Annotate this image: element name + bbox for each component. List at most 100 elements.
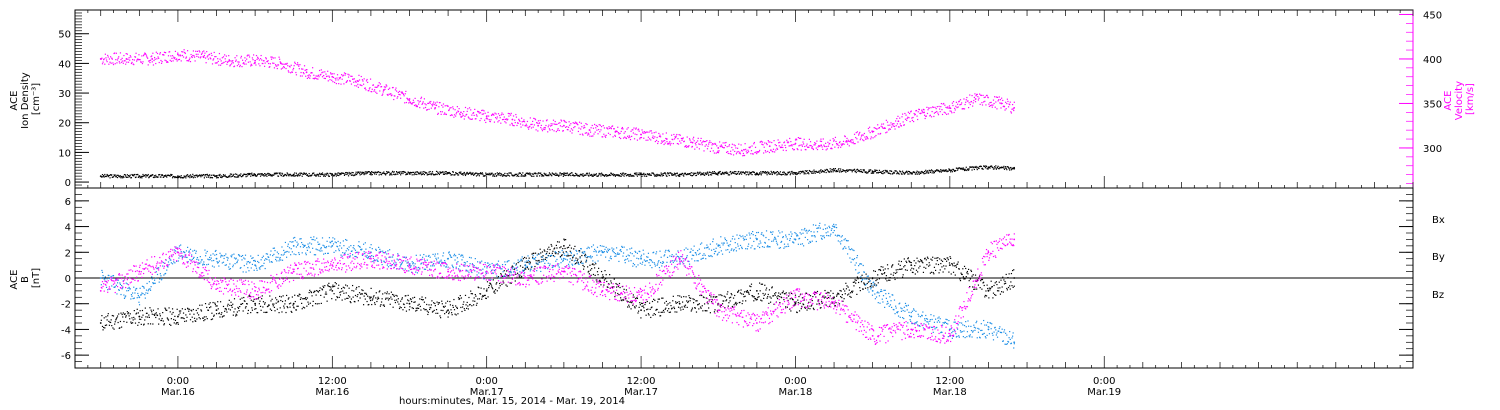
density-series-point [562,173,565,176]
b-series-3-point [408,264,411,267]
date-tick-label: Mar.16 [161,387,195,398]
velocity-series-point [1000,102,1003,105]
density-series-point [447,172,449,175]
date-tick-label: Mar.17 [470,387,504,398]
velocity-series-point [537,124,540,127]
b-series-2-point [524,264,527,267]
velocity-series-point [588,129,591,132]
density-tick-label: 0 [65,178,71,189]
velocity-series-point [640,133,642,136]
velocity-series-point [228,59,231,62]
field-tick-label: 0 [65,274,71,285]
velocity-series-point [382,89,385,91]
b-series-1-point [871,277,874,279]
density-series-point [833,169,835,172]
density-series-point [948,169,951,172]
velocity-tick-label: 300 [1423,144,1442,155]
b-series-1-point [640,309,642,312]
velocity-series-point [511,118,514,121]
field-tick-label: -4 [61,325,71,336]
legend-entry: By [1432,252,1445,263]
density-series-point [755,172,758,175]
field-tick-label: -6 [61,351,71,362]
b-series-2-point [215,257,218,260]
b-series-3-point [138,270,141,273]
velocity-series-point [151,58,154,60]
field-tick-label: 2 [65,248,71,259]
time-tick-label: 12:00 [935,376,964,387]
density-series-point [254,173,257,176]
b-series-2-point [292,244,295,247]
velocity-series-point [846,140,848,143]
velocity-series-point [460,111,462,114]
velocity-series-point [871,131,874,133]
b-series-3-point [871,334,874,337]
velocity-series-point [408,98,411,100]
density-series-point [215,175,218,178]
time-tick-label: 0:00 [167,376,189,387]
b-series-3-point [99,289,102,292]
b-series-3-point [717,309,720,312]
density-series-point [1013,167,1016,170]
b-series-1-point [987,289,990,292]
density-series-point [987,166,990,169]
b-series-2-point [331,244,334,247]
b-series-2-point [254,264,257,267]
velocity-axis-label: ACE Velocity [km/s] [1443,78,1476,120]
density-series-point [601,173,604,176]
b-series-2-point [871,289,874,292]
velocity-tick-label: 400 [1423,55,1442,66]
b-series-3-point [833,302,835,305]
date-tick-label: Mar.17 [624,387,658,398]
velocity-series-point [897,120,900,123]
velocity-series-point [125,58,128,60]
b-series-2-point [948,328,951,331]
density-series-point [910,172,913,175]
velocity-tick-label: 350 [1423,99,1442,110]
b-series-1-point [755,289,758,292]
b-series-1-point [794,302,797,305]
b-series-1-point [948,264,951,267]
velocity-series-point [177,53,179,56]
b-series-3 [99,233,1016,345]
velocity-series-point [1013,107,1016,109]
b-series-3-point [177,251,179,254]
b-series-1-point [292,302,295,305]
b-series-3-point [485,270,488,273]
b-series-1-point [138,315,141,318]
time-tick-label: 12:00 [627,376,656,387]
density-series-point [331,173,334,176]
time-axis-label: hours:minutes, Mar. 15, 2014 - Mar. 19, … [399,396,625,407]
b-series-1-point [99,322,102,324]
b-series-3-point [987,251,990,254]
b-series-3-point [601,289,604,292]
b-series-3-point [1013,238,1016,241]
b-series-2-point [447,257,449,260]
velocity-series-point [202,56,205,59]
b-series-2-point [138,296,141,299]
density-series-point [138,175,141,178]
b-series-3-point [562,270,565,273]
date-tick-label: Mar.18 [933,387,967,398]
velocity-series-point [768,145,771,148]
legend-entry: Bz [1432,290,1444,301]
b-series-2-point [987,328,990,331]
date-tick-label: Mar.19 [1087,387,1121,398]
b-series-1-point [485,289,488,292]
magnetic-field-axis-label: ACE B [nT] [9,266,42,289]
velocity-series-point [665,138,668,140]
b-series-3-point [755,322,758,324]
time-tick-label: 0:00 [1093,376,1115,387]
velocity-series-point [717,147,720,149]
velocity-series-point [743,148,745,151]
legend-entry: Bx [1432,215,1445,226]
date-tick-label: Mar.18 [779,387,813,398]
density-series-point [408,172,411,175]
date-tick-label: Mar.16 [315,387,349,398]
magnetic-field-panel: -6 -4 -2 0 2 4 6 ACE B [nT] Bx By Bz [9,187,1445,369]
b-series-3-point [331,264,334,267]
magnetic-field-axis-ticks: -6 -4 -2 0 2 4 6 [61,187,1413,369]
b-series-2-point [717,244,720,247]
b-series-3-point [910,328,913,331]
b-series-3-point [447,270,449,273]
